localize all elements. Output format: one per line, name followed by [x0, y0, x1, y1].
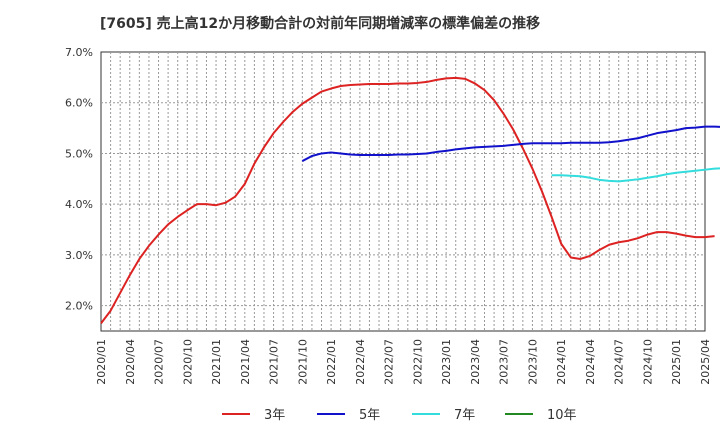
x-tick-label: 2024/07: [613, 339, 626, 385]
x-tick-label: 2022/10: [411, 339, 424, 385]
x-tick-label: 2023/07: [498, 339, 511, 385]
x-tick-label: 2020/04: [124, 339, 137, 385]
x-tick-label: 2023/04: [469, 339, 482, 385]
x-tick-label: 2022/04: [354, 339, 367, 385]
x-tick-label: 2022/07: [383, 339, 396, 385]
legend-label-7年: 7年: [454, 408, 475, 423]
x-tick-label: 2025/04: [699, 339, 712, 385]
x-tick-label: 2023/01: [440, 339, 453, 385]
plot-area: [100, 51, 706, 332]
x-axis-tick-labels: 2020/01 2020/04 2020/07 2020/10 2021/01 2021/…: [95, 339, 712, 385]
chart-title: [7605] 売上高12か月移動合計の対前年同期増減率の標準偏差の推移: [100, 15, 540, 32]
x-tick-label: 2024/04: [584, 339, 597, 385]
x-tick-label: 2021/01: [210, 339, 223, 385]
x-tick-label: 2021/10: [296, 339, 309, 385]
x-tick-label: 2025/01: [670, 339, 683, 385]
y-tick-label: 5.0%: [65, 147, 93, 160]
x-tick-label: 2021/04: [239, 339, 252, 385]
y-tick-label: 3.0%: [65, 249, 93, 262]
x-tick-label: 2020/10: [181, 339, 194, 385]
series-line-3年: [100, 76, 715, 324]
grid: [101, 52, 705, 331]
x-tick-label: 2022/01: [325, 339, 338, 385]
x-tick-label: 2021/07: [268, 339, 281, 385]
x-tick-label: 2023/10: [526, 339, 539, 385]
series-line-5年: [301, 125, 720, 162]
y-axis-tick-labels: 2.0% 3.0% 4.0% 5.0% 6.0% 7.0%: [65, 46, 93, 313]
y-tick-label: 7.0%: [65, 46, 93, 59]
y-tick-label: 2.0%: [65, 300, 93, 313]
y-tick-label: 4.0%: [65, 198, 93, 211]
legend-label-10年: 10年: [547, 408, 577, 423]
series-line-7年: [551, 167, 720, 183]
legend: 3年 5年 7年 10年: [222, 408, 577, 423]
x-tick-label: 2020/01: [95, 339, 108, 385]
legend-label-5年: 5年: [359, 408, 380, 423]
legend-label-3年: 3年: [264, 408, 285, 423]
series-lines: [100, 76, 720, 324]
x-tick-label: 2024/10: [641, 339, 654, 385]
x-tick-label: 2024/01: [555, 339, 568, 385]
y-tick-label: 6.0%: [65, 97, 93, 110]
x-tick-label: 2020/07: [153, 339, 166, 385]
